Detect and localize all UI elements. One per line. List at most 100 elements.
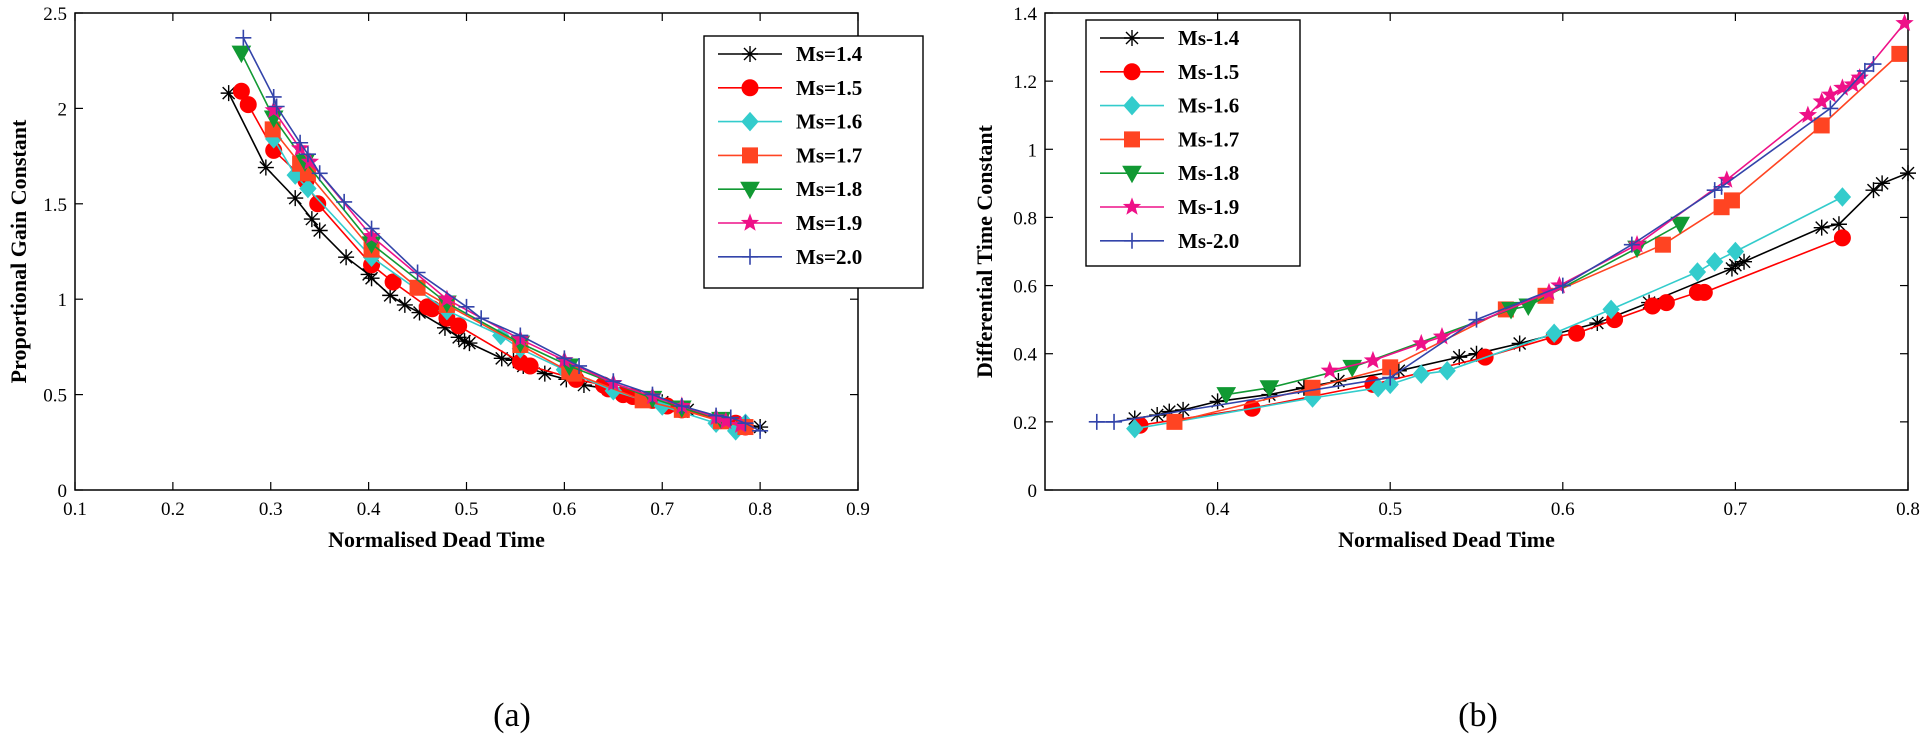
series-line (273, 138, 746, 432)
legend-marker (1123, 95, 1141, 116)
data-point (722, 409, 739, 426)
x-tick-label: 0.6 (1551, 499, 1575, 520)
y-tick-label: 1.4 (1013, 4, 1037, 25)
data-point (1891, 45, 1908, 62)
data-point (536, 365, 553, 382)
series-Ms=2.0 (235, 29, 769, 439)
series-Ms=1.4 (220, 85, 769, 436)
y-tick-label: 1 (58, 290, 68, 311)
data-point (396, 296, 413, 313)
data-point (1451, 349, 1468, 366)
data-point (1432, 327, 1452, 345)
legend: Ms-1.4 Ms-1.5 Ms-1.6 Ms-1.7 Ms-1.8 Ms-1.9 Ms-2… (1085, 19, 1301, 267)
data-point (1627, 235, 1647, 253)
data-point (363, 220, 380, 237)
y-tick-label: 0.5 (43, 386, 67, 407)
data-point (299, 178, 317, 199)
data-point (571, 357, 588, 374)
data-point (673, 398, 690, 415)
data-point (257, 159, 274, 176)
legend-entry: Ms=1.4 (796, 42, 863, 66)
x-axis-label: Normalised Dead Time (328, 527, 545, 552)
data-point (1545, 323, 1563, 344)
series-Ms=1.5 (232, 82, 754, 436)
data-point (1468, 345, 1485, 362)
x-tick-label: 0.3 (259, 499, 283, 520)
legend-marker (740, 181, 760, 200)
chart-panel-2: 0.4 0.5 0.6 0.7 0.8 0 0.2 0.4 0.6 0.8 1 1.2 1.4 Norma… (972, 4, 1920, 734)
data-point (1865, 182, 1882, 199)
chart-panel-1: 0.1 0.2 0.3 0.4 0.5 0.6 0.7 0.8 0.9 0 0.5 1 1.5 2 2.5 N… (6, 4, 924, 734)
data-point (1657, 294, 1675, 312)
data-point (1830, 216, 1847, 233)
data-point (1706, 182, 1723, 199)
data-point (232, 82, 250, 100)
data-point (1320, 361, 1339, 379)
legend-marker (741, 79, 759, 97)
legend-marker (742, 147, 758, 164)
data-point (1511, 335, 1528, 352)
legend-box (1085, 19, 1301, 267)
legend-entry: Ms-1.7 (1178, 127, 1239, 151)
data-point (1088, 413, 1105, 430)
data-point (1688, 262, 1707, 282)
x-tick-label: 0.8 (1896, 499, 1920, 520)
legend: Ms=1.4 Ms=1.5 Ms=1.6 Ms=1.7 Ms=1.8 Ms=1.9 Ms=2… (703, 35, 924, 289)
plot-frame (1044, 12, 1909, 491)
data-point (292, 134, 309, 151)
data-point (450, 317, 468, 335)
data-point (231, 45, 252, 64)
legend-marker (1122, 165, 1142, 184)
legend-marker (1124, 131, 1140, 148)
y-tick-label: 0 (58, 481, 68, 502)
data-point (1175, 401, 1192, 418)
y-axis-label: Differential Time Constant (972, 124, 997, 378)
legend-marker (742, 248, 758, 265)
data-point (458, 298, 475, 315)
data-point (461, 335, 478, 352)
x-tick-label: 0.7 (650, 499, 674, 520)
data-point (752, 422, 769, 439)
legend-entry: Ms-1.8 (1178, 161, 1239, 185)
data-point (1726, 241, 1745, 262)
series-line (240, 90, 746, 428)
series-line (240, 52, 722, 421)
legend-marker (1124, 232, 1140, 249)
data-point (1106, 413, 1123, 430)
data-point (737, 415, 754, 432)
y-tick-label: 1.2 (1013, 72, 1037, 93)
data-point (1713, 178, 1730, 195)
series-Ms-1.5 (1131, 229, 1851, 434)
series-line (1134, 172, 1909, 420)
data-point (336, 193, 353, 210)
series-line (242, 37, 761, 432)
x-tick-label: 0.4 (357, 499, 381, 520)
data-point (1295, 379, 1312, 396)
data-point (1412, 364, 1430, 384)
y-tick-label: 0.8 (1013, 208, 1037, 229)
x-tick-label: 0.2 (161, 499, 185, 520)
x-tick-label: 0.5 (1378, 499, 1402, 520)
data-point (287, 190, 304, 207)
data-point (1363, 350, 1383, 369)
data-point (1895, 13, 1914, 32)
data-point (311, 165, 328, 182)
data-point (309, 195, 327, 213)
legend-marker (742, 46, 758, 62)
legend-entry: Ms-1.6 (1178, 94, 1239, 118)
data-point (1798, 105, 1818, 124)
data-point (1900, 165, 1916, 182)
data-point (473, 310, 490, 327)
series-Ms-2.0 (1088, 56, 1882, 430)
legend-marker (1123, 63, 1141, 81)
series-line (1174, 53, 1900, 423)
data-point (556, 350, 573, 367)
data-point (1874, 175, 1891, 192)
data-point (1821, 85, 1840, 103)
legend-entry: Ms=1.7 (796, 143, 862, 167)
data-point (1304, 379, 1321, 396)
data-point (409, 264, 426, 281)
data-point (1695, 283, 1713, 301)
data-point (1602, 299, 1620, 320)
series-line (273, 109, 741, 426)
